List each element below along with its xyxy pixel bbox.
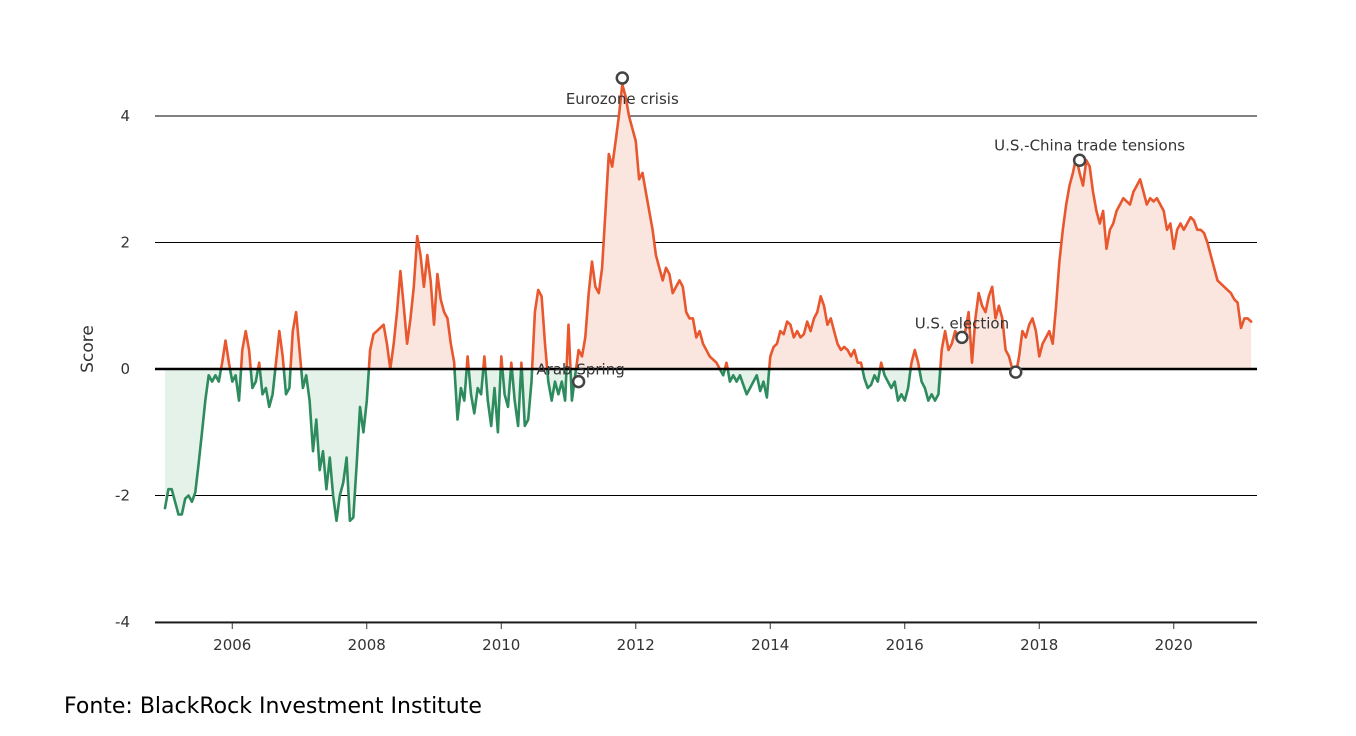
- positive-area: [910, 350, 920, 369]
- x-tick-label: 2006: [213, 636, 251, 654]
- x-tick-label: 2008: [348, 636, 386, 654]
- x-axis: 2006 2008 2010 2012 2014 2016 2018 2020: [155, 622, 1257, 654]
- annotation-marker: [571, 374, 586, 389]
- negative-line-segment: [545, 367, 568, 402]
- negative-area: [165, 369, 221, 515]
- negative-area: [727, 369, 770, 398]
- positive-area: [576, 84, 720, 370]
- positive-area: [368, 236, 455, 369]
- positive-line-segment: [723, 361, 729, 371]
- positive-area: [769, 296, 863, 369]
- y-axis-label: Score: [78, 325, 98, 373]
- annotation-marker: [955, 330, 969, 345]
- positive-line-segment: [530, 288, 549, 371]
- negative-line-segment: [918, 367, 942, 402]
- negative-line-segment: [163, 367, 223, 516]
- positive-line-segment: [878, 361, 885, 371]
- annotation-label: Eurozone crisis: [566, 90, 679, 108]
- x-tick-label: 2012: [617, 636, 655, 654]
- negative-line-segment: [569, 367, 578, 402]
- negative-line-segment: [520, 367, 534, 428]
- negative-line-segment: [249, 367, 260, 390]
- positive-line-segment: [482, 355, 487, 371]
- annotation-label: U.S.-China trade tensions: [994, 136, 1185, 154]
- positive-line-segment: [499, 355, 504, 371]
- chart-lines: [163, 83, 1253, 523]
- positive-line-segment: [274, 329, 286, 371]
- positive-line-segment: [939, 285, 1014, 371]
- positive-line-segment: [289, 310, 303, 371]
- x-tick-label: 2014: [751, 636, 789, 654]
- y-tick-label: 0: [120, 360, 130, 378]
- positive-line-segment: [367, 234, 456, 371]
- negative-line-segment: [861, 367, 882, 390]
- positive-line-segment: [219, 339, 232, 371]
- y-tick-label: 2: [120, 234, 130, 252]
- negative-line-segment: [453, 367, 468, 421]
- negative-area: [919, 369, 941, 401]
- positive-line-segment: [565, 323, 572, 371]
- annotation-marker: [615, 71, 630, 85]
- annotation-label: Arab Spring: [536, 361, 624, 379]
- positive-line-segment: [574, 83, 722, 371]
- y-axis: -4 -2 0 2 4: [115, 107, 130, 631]
- positive-line-segment: [465, 355, 470, 371]
- positive-area: [290, 312, 302, 369]
- positive-area: [241, 331, 251, 369]
- positive-line-segment: [239, 329, 252, 371]
- positive-line-segment: [256, 361, 262, 371]
- y-tick-label: -2: [115, 487, 130, 505]
- negative-area: [301, 369, 369, 521]
- negative-line-segment: [299, 367, 371, 523]
- source-note: Fonte: BlackRock Investment Institute: [64, 694, 482, 719]
- positive-line-segment: [767, 295, 864, 371]
- positive-line-segment: [1015, 155, 1253, 371]
- x-tick-label: 2016: [886, 636, 924, 654]
- negative-line-segment: [228, 367, 243, 402]
- negative-line-segment: [258, 367, 277, 409]
- positive-area: [1016, 157, 1252, 369]
- negative-area: [882, 369, 911, 401]
- annotation-label: U.S. election: [915, 314, 1009, 332]
- positive-line-segment: [509, 361, 514, 371]
- negative-line-segment: [501, 367, 513, 409]
- annotation-marker: [1072, 153, 1087, 168]
- negative-line-segment: [881, 367, 912, 402]
- y-tick-label: -4: [115, 613, 130, 631]
- negative-line-segment: [467, 367, 485, 415]
- chart: 2006 2008 2010 2012 2014 2016 2018 2020 -4 -2 0 2 4…: [78, 71, 1257, 654]
- y-tick-label: 4: [120, 107, 130, 125]
- x-tick-label: 2018: [1020, 636, 1058, 654]
- positive-line-segment: [909, 348, 921, 371]
- negative-line-segment: [484, 367, 502, 434]
- annotations: Eurozone crisis Arab Spring U.S. election U…: [536, 71, 1185, 389]
- negative-line-segment: [726, 367, 771, 399]
- annotation-marker: [1008, 365, 1023, 379]
- positive-line-segment: [519, 361, 524, 371]
- negative-line-segment: [282, 367, 292, 396]
- negative-line-segment: [510, 367, 523, 428]
- x-tick-label: 2010: [482, 636, 520, 654]
- x-tick-label: 2020: [1155, 636, 1193, 654]
- negative-line-segment: [718, 367, 727, 377]
